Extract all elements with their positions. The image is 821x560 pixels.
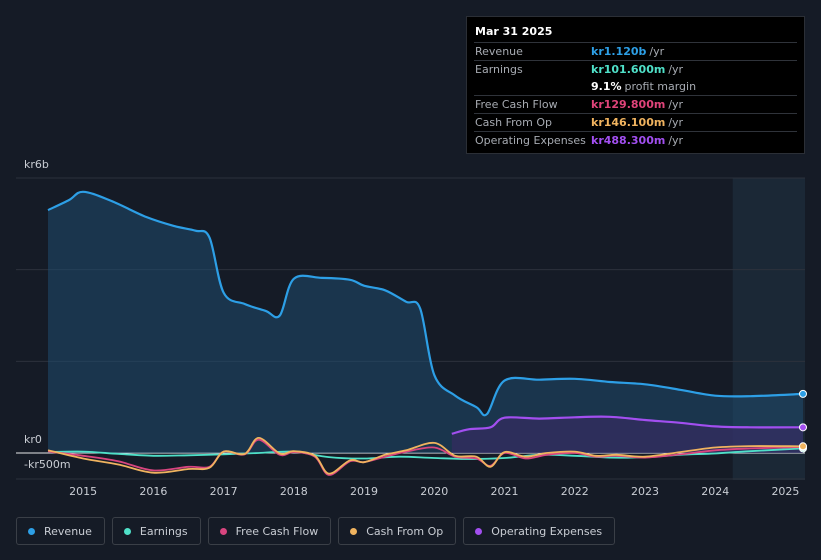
end-marker-cash-from-op — [799, 442, 807, 451]
tooltip-row-cash-from-op: Cash From Op kr146.100m /yr — [474, 113, 797, 131]
legend-label: Revenue — [44, 524, 92, 538]
tooltip-unit: /yr — [668, 98, 684, 111]
tooltip-unit: /yr — [668, 63, 684, 76]
tooltip-row-revenue: Revenue kr1.120b /yr — [474, 42, 797, 60]
legend-item-free-cash-flow[interactable]: Free Cash Flow — [207, 517, 332, 545]
x-tick-label: 2025 — [771, 485, 799, 498]
data-tooltip: Mar 31 2025 Revenue kr1.120b /yr Earning… — [466, 16, 805, 154]
x-tick-label: 2023 — [631, 485, 659, 498]
tooltip-value: kr488.300m — [591, 134, 666, 147]
legend-label: Free Cash Flow — [235, 524, 319, 538]
x-tick-label: 2016 — [139, 485, 167, 498]
tooltip-value: kr101.600m — [591, 63, 666, 76]
area-operating-expenses — [451, 416, 803, 453]
tooltip-row-operating-expenses: Operating Expenses kr488.300m /yr — [474, 131, 797, 149]
tooltip-label: Earnings — [475, 63, 523, 76]
tooltip-label: Cash From Op — [475, 116, 553, 129]
line-operating-expenses — [451, 415, 804, 435]
tooltip-value: 9.1% — [591, 80, 622, 93]
y-tick-label: kr0 — [24, 433, 42, 446]
tooltip-row-earnings: Earnings kr101.600m /yr — [474, 60, 797, 78]
legend-label: Earnings — [139, 524, 188, 538]
x-tick-label: 2022 — [561, 485, 589, 498]
y-tick-label: kr6b — [24, 158, 49, 171]
series-end-markers — [799, 389, 807, 453]
x-tick-label: 2024 — [701, 485, 729, 498]
legend-label: Cash From Op — [366, 524, 444, 538]
line-cash-from-op — [47, 436, 804, 475]
area-revenue — [48, 191, 803, 453]
tooltip-date: Mar 31 2025 — [475, 25, 553, 38]
x-axis-labels: 2015 2016 2017 2018 2019 2020 2021 2022 2023 2024… — [69, 485, 799, 498]
legend-item-cash-from-op[interactable]: Cash From Op — [338, 517, 457, 545]
tooltip-value: kr1.120b — [591, 45, 647, 58]
legend-item-revenue[interactable]: Revenue — [16, 517, 105, 545]
tooltip-value: kr146.100m — [591, 116, 666, 129]
y-axis-labels: kr6b kr0 -kr500m — [24, 158, 71, 471]
x-tick-label: 2019 — [350, 485, 378, 498]
end-marker-revenue — [799, 389, 807, 398]
tooltip-unit: /yr — [668, 134, 684, 147]
x-tick-label: 2021 — [491, 485, 519, 498]
end-marker-operating-expenses — [799, 423, 807, 432]
y-tick-label: -kr500m — [24, 458, 71, 471]
legend-dot-icon — [28, 527, 35, 535]
legend-dot-icon — [350, 527, 358, 535]
series-lines — [47, 190, 804, 476]
legend-dot-icon — [219, 527, 227, 535]
x-tick-label: 2015 — [69, 485, 97, 498]
tooltip-unit: /yr — [668, 116, 684, 129]
tooltip-label — [474, 78, 591, 95]
tooltip-unit: /yr — [649, 45, 665, 58]
x-tick-label: 2020 — [420, 485, 448, 498]
tooltip-label: Operating Expenses — [475, 134, 586, 147]
tooltip-row-free-cash-flow: Free Cash Flow kr129.800m /yr — [474, 95, 797, 113]
series-areas — [48, 191, 803, 453]
legend-label: Operating Expenses — [491, 524, 603, 538]
x-tick-label: 2017 — [210, 485, 238, 498]
legend-item-earnings[interactable]: Earnings — [111, 517, 201, 545]
legend-dot-icon — [475, 527, 483, 535]
chart-legend: Revenue Earnings Free Cash Flow Cash Fro… — [16, 517, 622, 547]
tooltip-label: Free Cash Flow — [475, 98, 558, 111]
legend-item-operating-expenses[interactable]: Operating Expenses — [463, 517, 616, 545]
line-revenue — [47, 190, 804, 417]
tooltip-value: kr129.800m — [591, 98, 666, 111]
legend-dot-icon — [123, 527, 131, 535]
x-tick-label: 2018 — [280, 485, 308, 498]
tooltip-unit: profit margin — [624, 80, 697, 93]
tooltip-row-profit-margin: 9.1% profit margin — [474, 78, 797, 95]
tooltip-label: Revenue — [475, 45, 523, 58]
